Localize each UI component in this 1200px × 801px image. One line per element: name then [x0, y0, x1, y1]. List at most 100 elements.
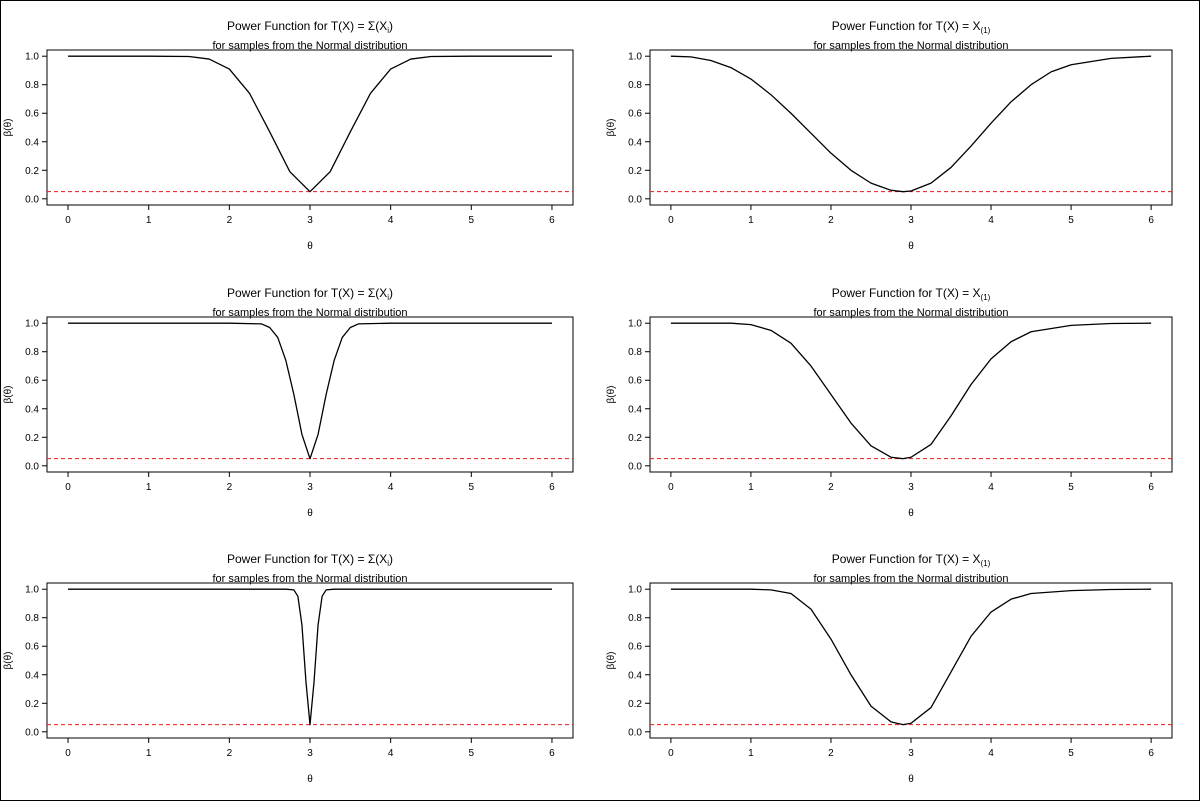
x-tick-label: 4 — [988, 482, 994, 493]
chart-title: Power Function for T(X) = X(1) — [832, 286, 991, 302]
x-tick-label: 3 — [307, 482, 313, 493]
y-tick-label: 0.0 — [628, 461, 642, 472]
x-tick-label: 6 — [549, 748, 555, 759]
chart-title-subscript: i — [387, 293, 389, 302]
x-axis-label: θ — [908, 508, 914, 519]
y-tick-label: 1.0 — [628, 319, 642, 330]
x-axis-label: θ — [307, 241, 313, 252]
power-curve — [68, 55, 552, 193]
chart-title-subscript: i — [387, 26, 389, 35]
chart-subtitle: for samples from the Normal distribution — [813, 573, 1008, 585]
y-tick-label: 0.2 — [628, 433, 642, 444]
chart-title: Power Function for T(X) = Σ(Xi) — [227, 552, 393, 568]
y-tick-label: 1.0 — [25, 319, 39, 330]
chart-panel-5: Power Function for T(X) = Σ(Xi) for sampl… — [3, 552, 574, 785]
y-tick-label: 0.8 — [25, 613, 39, 624]
power-curve — [670, 322, 1152, 460]
x-tick-label: 4 — [988, 748, 994, 759]
x-tick-label: 5 — [1068, 215, 1074, 226]
y-tick-label: 1.0 — [25, 52, 39, 63]
chart-title-main: Power Function for T(X) = X — [832, 19, 981, 33]
plot-area — [649, 316, 1173, 473]
y-tick-label: 0.0 — [25, 194, 39, 205]
x-tick-label: 2 — [227, 215, 233, 226]
chart-title: Power Function for T(X) = X(1) — [832, 19, 991, 35]
y-tick-label: 0.4 — [25, 137, 39, 148]
plot-area — [46, 49, 574, 206]
y-tick-label: 1.0 — [628, 52, 642, 63]
x-tick-label: 5 — [469, 482, 475, 493]
x-tick-label: 1 — [748, 215, 754, 226]
x-tick-label: 0 — [65, 748, 71, 759]
x-tick-label: 5 — [469, 748, 475, 759]
chart-subtitle: for samples from the Normal distribution — [813, 40, 1008, 52]
x-tick-label: 0 — [668, 215, 674, 226]
y-tick-label: 0.4 — [25, 404, 39, 415]
chart-title-subscript: (1) — [981, 26, 991, 35]
plot-area — [46, 582, 574, 739]
x-tick-label: 6 — [1148, 748, 1154, 759]
x-tick-label: 5 — [1068, 748, 1074, 759]
chart-panel-2: Power Function for T(X) = X(1) for sample… — [606, 19, 1173, 252]
power-curve — [670, 55, 1152, 193]
y-tick-label: 1.0 — [628, 585, 642, 596]
chart-subtitle: for samples from the Normal distribution — [813, 307, 1008, 319]
x-tick-label: 0 — [668, 482, 674, 493]
plot-area — [649, 582, 1173, 739]
power-curve — [68, 588, 552, 726]
chart-title-main: Power Function for T(X) = Σ(X — [227, 552, 387, 566]
x-tick-label: 0 — [668, 748, 674, 759]
chart-title-subscript: i — [387, 559, 389, 568]
chart-subtitle: for samples from the Normal distribution — [212, 307, 407, 319]
chart-panel-4: Power Function for T(X) = X(1) for sample… — [606, 286, 1173, 519]
power-curve — [670, 588, 1152, 726]
y-axis-label: β(θ) — [3, 386, 14, 404]
x-tick-label: 1 — [146, 215, 152, 226]
chart-title-main: Power Function for T(X) = Σ(X — [227, 286, 387, 300]
y-tick-label: 0.8 — [25, 347, 39, 358]
y-tick-label: 0.2 — [628, 166, 642, 177]
x-tick-label: 6 — [549, 482, 555, 493]
x-axis-label: θ — [307, 508, 313, 519]
x-tick-label: 1 — [146, 482, 152, 493]
y-tick-label: 0.2 — [628, 699, 642, 710]
y-tick-label: 0.0 — [628, 727, 642, 738]
chart-title-main: Power Function for T(X) = X — [832, 286, 981, 300]
y-tick-label: 0.4 — [25, 670, 39, 681]
x-tick-label: 3 — [908, 215, 914, 226]
y-tick-label: 0.6 — [25, 376, 39, 387]
y-axis-label: β(θ) — [606, 652, 617, 670]
chart-title-main: Power Function for T(X) = X — [832, 552, 981, 566]
x-tick-label: 2 — [227, 748, 233, 759]
chart-title-close: ) — [389, 19, 393, 33]
x-tick-label: 5 — [1068, 482, 1074, 493]
y-tick-label: 0.0 — [25, 461, 39, 472]
x-tick-label: 3 — [908, 482, 914, 493]
y-tick-label: 0.2 — [25, 433, 39, 444]
x-tick-label: 2 — [828, 482, 834, 493]
y-tick-label: 0.0 — [628, 194, 642, 205]
x-tick-label: 0 — [65, 482, 71, 493]
chart-title: Power Function for T(X) = Σ(Xi) — [227, 19, 393, 35]
chart-panel-1: Power Function for T(X) = Σ(Xi) for sampl… — [3, 19, 574, 252]
y-axis-label: β(θ) — [606, 386, 617, 404]
x-tick-label: 1 — [748, 482, 754, 493]
x-tick-label: 0 — [65, 215, 71, 226]
y-tick-label: 0.2 — [25, 166, 39, 177]
x-tick-label: 6 — [1148, 482, 1154, 493]
x-tick-label: 5 — [469, 215, 475, 226]
x-axis-label: θ — [908, 241, 914, 252]
chart-title-main: Power Function for T(X) = Σ(X — [227, 19, 387, 33]
y-tick-label: 0.6 — [628, 376, 642, 387]
plot-area — [46, 316, 574, 473]
x-axis-label: θ — [307, 774, 313, 785]
y-tick-label: 0.6 — [628, 642, 642, 653]
y-tick-label: 0.6 — [25, 109, 39, 120]
x-tick-label: 6 — [1148, 215, 1154, 226]
chart-title-subscript: (1) — [981, 559, 991, 568]
y-tick-label: 0.8 — [628, 613, 642, 624]
x-tick-label: 4 — [388, 482, 394, 493]
y-tick-label: 0.2 — [25, 699, 39, 710]
y-tick-label: 0.4 — [628, 404, 642, 415]
